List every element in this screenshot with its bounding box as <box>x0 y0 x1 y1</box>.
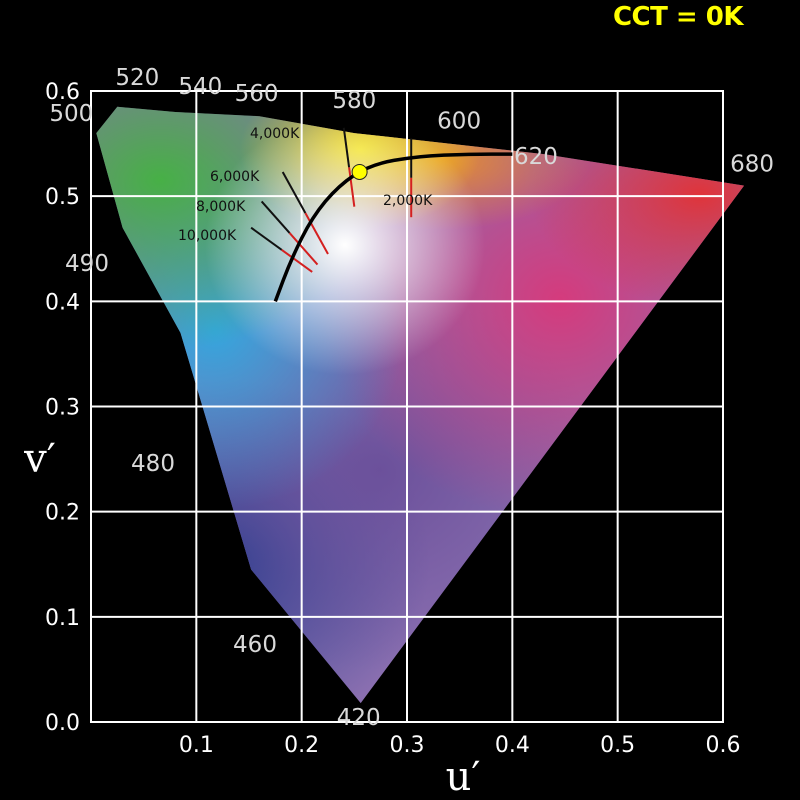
x-tick-label: 0.2 <box>284 733 319 758</box>
cct-readout: CCT = 0K <box>612 2 744 32</box>
isotherm-label: 10,000K <box>178 228 237 244</box>
tick-labels: 0.1 0.2 0.3 0.4 0.5 0.6 0.0 0.1 0.2 0.3 0.4 0.5 0.6 4… <box>45 65 774 758</box>
wavelength-label: 460 <box>233 632 277 658</box>
isotherm-line <box>260 200 291 234</box>
isotherm-label: 6,000K <box>210 169 260 185</box>
isotherm-line <box>281 248 313 273</box>
isotherm-line <box>348 167 356 207</box>
y-tick-label: 0.1 <box>45 606 80 631</box>
wavelength-label: 580 <box>332 88 376 114</box>
isotherm-label: 8,000K <box>196 199 246 215</box>
planckian-locus: 2,000K 4,000K 6,000K 8,000K 10,000K <box>178 126 513 302</box>
isotherm-line <box>288 232 319 266</box>
wavelength-label: 620 <box>514 144 558 170</box>
wavelength-label: 500 <box>49 101 93 127</box>
y-tick-label: 0.6 <box>45 80 80 105</box>
isotherm-label: 2,000K <box>383 193 433 209</box>
isotherm-line <box>342 127 351 168</box>
isotherm-line <box>304 212 329 255</box>
wavelength-label: 420 <box>337 705 381 731</box>
y-tick-label: 0.3 <box>45 396 80 421</box>
wavelength-label: 480 <box>131 451 175 477</box>
y-axis-title: v′ <box>23 436 56 482</box>
x-tick-label: 0.5 <box>600 733 635 758</box>
wavelength-label: 520 <box>115 65 159 91</box>
y-tick-label: 0.0 <box>45 711 80 736</box>
wavelength-label: 540 <box>178 74 222 100</box>
wavelength-label: 490 <box>65 251 109 277</box>
chromaticity-point <box>351 163 368 180</box>
isotherm-label: 4,000K <box>250 126 300 142</box>
x-tick-label: 0.1 <box>179 733 214 758</box>
x-tick-label: 0.4 <box>495 733 530 758</box>
grid <box>90 90 724 723</box>
isotherm-line <box>281 171 307 214</box>
wavelength-label: 600 <box>437 109 481 135</box>
y-tick-label: 0.4 <box>45 290 80 315</box>
x-tick-label: 0.6 <box>706 733 741 758</box>
isotherm-line <box>250 226 283 251</box>
wavelength-label: 560 <box>235 81 279 107</box>
y-tick-label: 0.2 <box>45 501 80 526</box>
x-axis-title: u′ <box>446 754 481 800</box>
y-tick-label: 0.5 <box>45 185 80 210</box>
wavelength-label: 680 <box>730 152 774 178</box>
x-tick-label: 0.3 <box>390 733 425 758</box>
